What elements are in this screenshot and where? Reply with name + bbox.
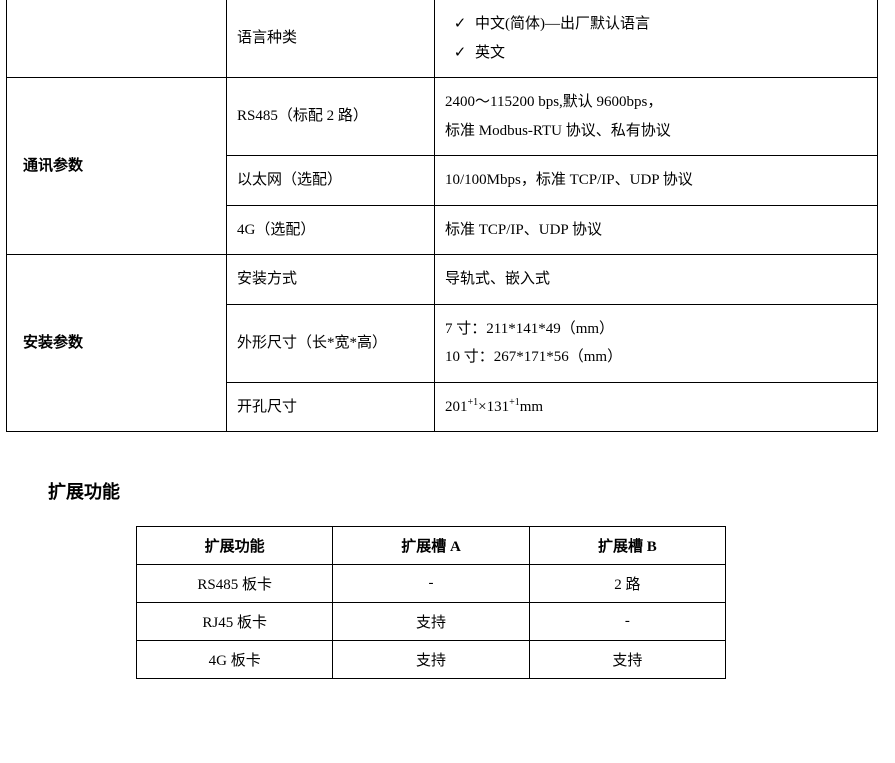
param-cell: 4G（选配） (227, 205, 435, 255)
empty-cat-cell (7, 0, 227, 78)
cut-sup1: +1 (468, 397, 479, 408)
ext-cell: 支持 (333, 641, 529, 679)
ext-cell: - (333, 565, 529, 603)
ext-row: 4G 板卡 支持 支持 (137, 641, 726, 679)
value-cell: 7 寸：211*141*49（mm） 10 寸：267*171*56（mm） (435, 304, 878, 382)
param-cell: RS485（标配 2 路） (227, 78, 435, 156)
value-cell: 标准 TCP/IP、UDP 协议 (435, 205, 878, 255)
spec-row-language: 语言种类 ✓中文(简体)—出厂默认语言 ✓英文 (7, 0, 878, 78)
ext-cell: RJ45 板卡 (137, 603, 333, 641)
cat-install: 安装参数 (7, 255, 227, 432)
rs485-line1: 2400～115200 bps,默认 9600bps， (445, 88, 867, 117)
cut-a: 201 (445, 399, 468, 415)
ext-cell: 4G 板卡 (137, 641, 333, 679)
ext-h2: 扩展槽 B (529, 527, 725, 565)
check-icon: ✓ (445, 39, 475, 68)
ext-row: RJ45 板卡 支持 - (137, 603, 726, 641)
lang-en: 英文 (475, 39, 505, 68)
ext-cell: 支持 (529, 641, 725, 679)
ext-cell: RS485 板卡 (137, 565, 333, 603)
cat-comm: 通讯参数 (7, 78, 227, 255)
ext-table: 扩展功能 扩展槽 A 扩展槽 B RS485 板卡 - 2 路 RJ45 板卡 … (136, 526, 726, 679)
cut-b: ×131 (478, 399, 509, 415)
ext-row: RS485 板卡 - 2 路 (137, 565, 726, 603)
value-cell: ✓中文(简体)—出厂默认语言 ✓英文 (435, 0, 878, 78)
param-cell: 语言种类 (227, 0, 435, 78)
value-cell: 2400～115200 bps,默认 9600bps， 标准 Modbus-RT… (435, 78, 878, 156)
value-cell: 201+1×131+1mm (435, 382, 878, 432)
value-cell: 10/100Mbps，标准 TCP/IP、UDP 协议 (435, 156, 878, 206)
param-cell: 以太网（选配） (227, 156, 435, 206)
ext-cell: - (529, 603, 725, 641)
dim-10: 10 寸：267*171*56（mm） (445, 343, 867, 372)
rs485-line2: 标准 Modbus-RTU 协议、私有协议 (445, 117, 867, 146)
dim-7: 7 寸：211*141*49（mm） (445, 315, 867, 344)
spec-row-rs485: 通讯参数 RS485（标配 2 路） 2400～115200 bps,默认 96… (7, 78, 878, 156)
cut-c: mm (520, 399, 543, 415)
spec-table: 语言种类 ✓中文(简体)—出厂默认语言 ✓英文 通讯参数 RS485（标配 2 … (6, 0, 878, 432)
ext-cell: 2 路 (529, 565, 725, 603)
param-cell: 开孔尺寸 (227, 382, 435, 432)
ext-header-row: 扩展功能 扩展槽 A 扩展槽 B (137, 527, 726, 565)
ext-h0: 扩展功能 (137, 527, 333, 565)
cut-sup2: +1 (509, 397, 520, 408)
param-cell: 外形尺寸（长*宽*高） (227, 304, 435, 382)
ext-h1: 扩展槽 A (333, 527, 529, 565)
spec-row-mount: 安装参数 安装方式 导轨式、嵌入式 (7, 255, 878, 305)
section-title: 扩展功能 (48, 478, 889, 504)
lang-zh: 中文(简体)—出厂默认语言 (475, 10, 650, 39)
check-icon: ✓ (445, 10, 475, 39)
param-cell: 安装方式 (227, 255, 435, 305)
ext-cell: 支持 (333, 603, 529, 641)
value-cell: 导轨式、嵌入式 (435, 255, 878, 305)
